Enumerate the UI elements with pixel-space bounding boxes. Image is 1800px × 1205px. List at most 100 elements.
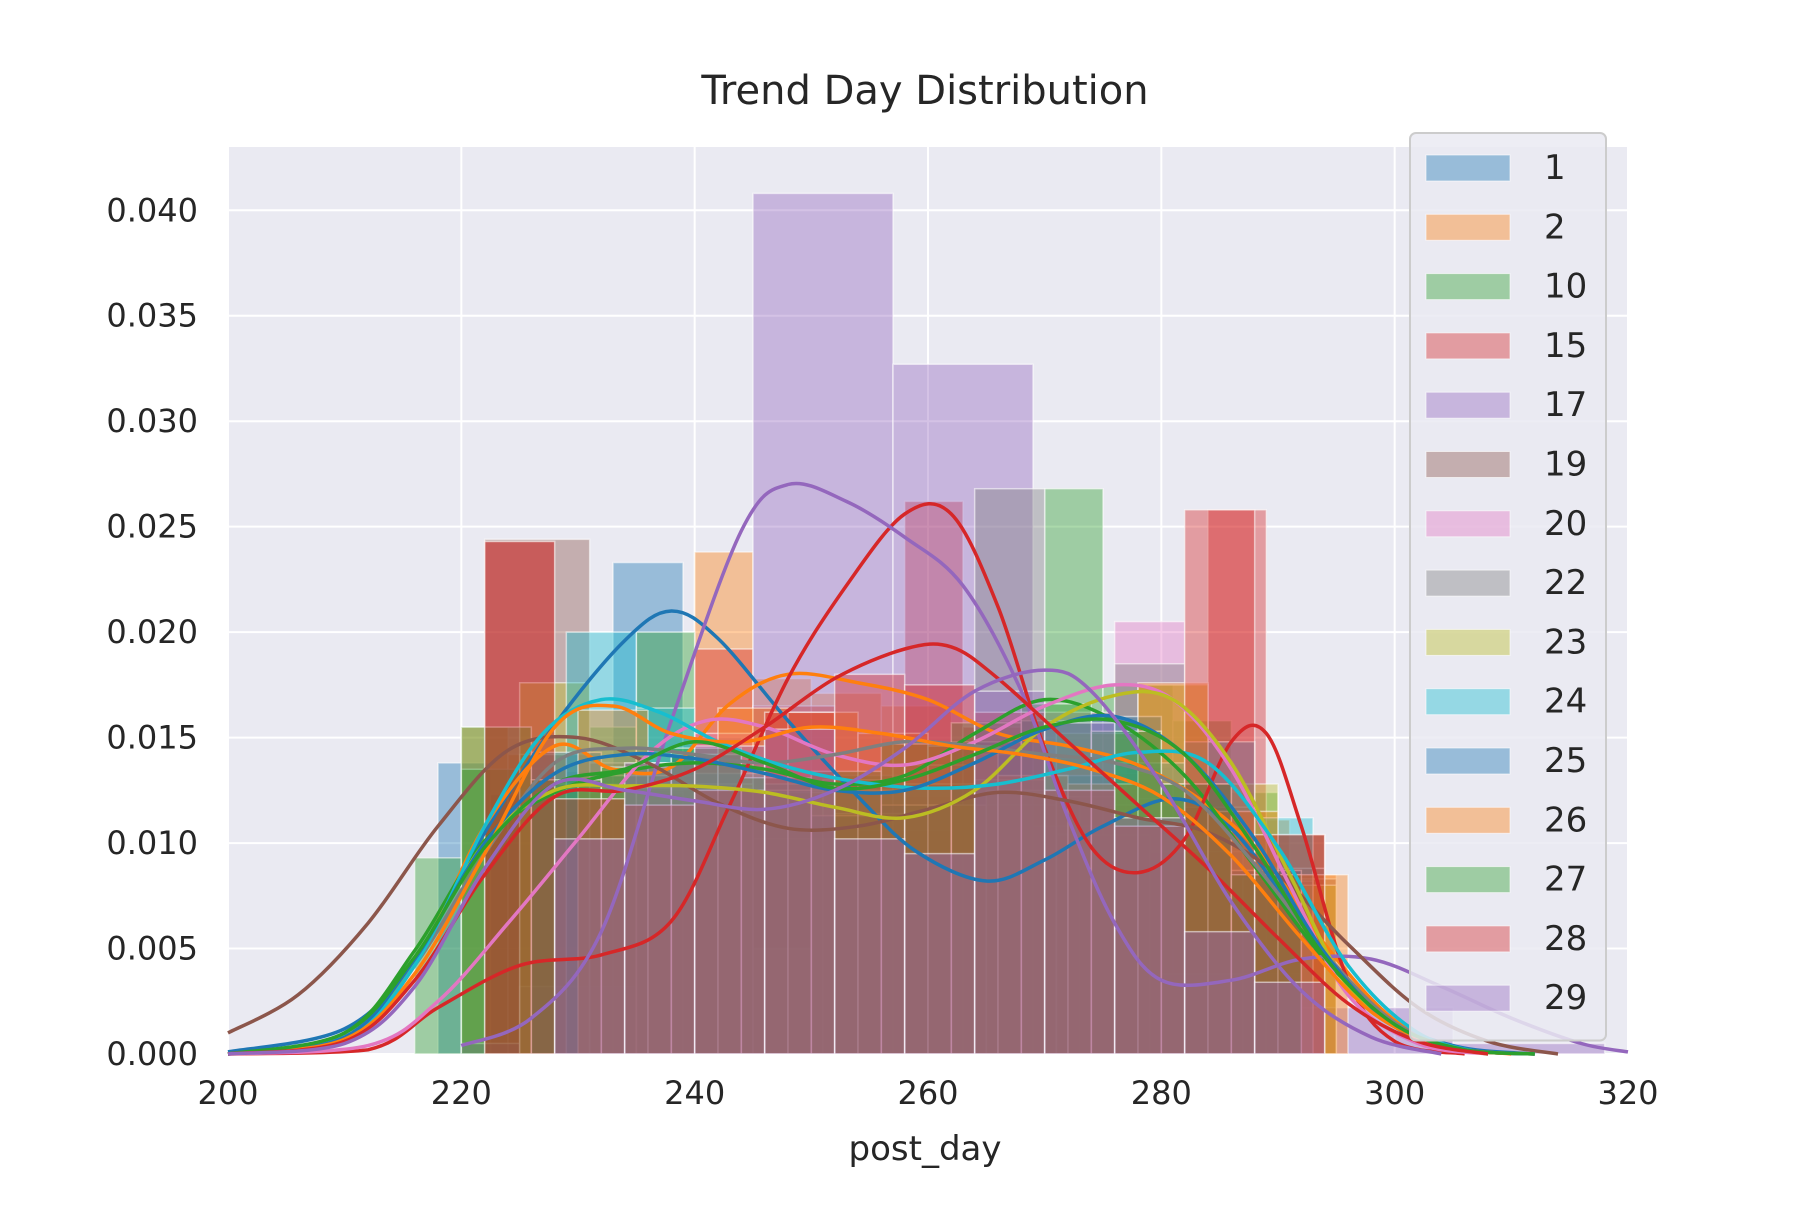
histogram-bar xyxy=(1043,774,1116,1055)
x-axis-label: post_day xyxy=(849,1129,1002,1169)
histogram-bar xyxy=(588,762,673,1055)
x-tick-label: 220 xyxy=(431,1074,492,1112)
histogram-bar xyxy=(903,783,976,1055)
legend-swatch xyxy=(1425,510,1511,538)
histogram-bar xyxy=(950,804,1058,1055)
histogram-bar xyxy=(880,804,953,1055)
histogram-bar xyxy=(1055,732,1139,1055)
legend-item: 1 xyxy=(1425,148,1566,188)
legend-item: 26 xyxy=(1425,800,1587,840)
hist-series-17 xyxy=(460,192,1606,1055)
legend-swatch xyxy=(1425,273,1511,301)
legend-label: 29 xyxy=(1544,978,1587,1018)
hist-series-27 xyxy=(460,703,1303,1055)
legend-label: 27 xyxy=(1544,860,1587,900)
legend-item: 25 xyxy=(1425,741,1587,781)
histogram-bar xyxy=(1113,817,1186,1055)
histogram-bar xyxy=(693,772,766,1055)
legend-item: 20 xyxy=(1425,504,1587,544)
y-tick-label: 0.025 xyxy=(106,508,198,546)
legend-item: 19 xyxy=(1425,445,1587,485)
legend-label: 17 xyxy=(1544,385,1587,425)
kde-line-19 xyxy=(227,734,1559,1056)
legend-item: 23 xyxy=(1425,622,1587,662)
legend-box xyxy=(1409,132,1607,1042)
legend-swatch xyxy=(1425,747,1511,775)
histogram-bar xyxy=(1008,840,1069,1055)
histogram-bar xyxy=(810,814,883,1055)
histogram-bar xyxy=(1043,789,1116,1055)
y-tick-label: 0.005 xyxy=(106,930,198,968)
legend-item: 15 xyxy=(1425,326,1587,366)
histogram-bar xyxy=(892,363,1034,1055)
histogram-bar xyxy=(810,770,883,1055)
kde-line-17 xyxy=(460,481,1629,1054)
histogram-bar xyxy=(553,838,626,1055)
legend-label: 15 xyxy=(1544,326,1587,366)
legend-item: 2 xyxy=(1425,207,1566,247)
histogram-bar xyxy=(565,783,626,1055)
x-tick-label: 260 xyxy=(897,1074,958,1112)
legend-label: 22 xyxy=(1544,563,1587,603)
legend-swatch xyxy=(1425,213,1511,241)
kde-line-15 xyxy=(227,502,1466,1056)
legend-swatch xyxy=(1425,688,1511,716)
legend: 1 2 10 15 17 19 20 22 23 24 25 26 27 28 29 xyxy=(1409,132,1607,1042)
histogram-bar xyxy=(1125,766,1186,1055)
histogram-bar xyxy=(623,804,696,1055)
legend-label: 23 xyxy=(1544,622,1587,662)
legend-label: 28 xyxy=(1544,919,1587,959)
legend-swatch xyxy=(1425,628,1511,656)
kde-curves xyxy=(227,481,1629,1056)
legend-item: 27 xyxy=(1425,860,1587,900)
kde-line-26 xyxy=(227,703,1512,1056)
axes: 200 220 240 260 280 300 3200.0000.0050.0100.01… xyxy=(106,191,1658,1112)
legend-label: 25 xyxy=(1544,741,1587,781)
kde-line-20 xyxy=(227,682,1489,1056)
legend-label: 10 xyxy=(1544,267,1587,307)
legend-swatch xyxy=(1425,806,1511,834)
histogram-bar xyxy=(693,648,754,1055)
kde-line-29 xyxy=(227,668,1442,1056)
histogram-bar xyxy=(752,791,836,1055)
histogram-bar xyxy=(530,751,603,1055)
y-tick-label: 0.030 xyxy=(106,402,198,440)
legend-label: 20 xyxy=(1544,504,1587,544)
hist-series-15 xyxy=(483,500,1326,1055)
histogram-bar xyxy=(833,838,906,1055)
histogram-bar xyxy=(973,779,1046,1055)
x-tick-label: 200 xyxy=(197,1074,258,1112)
legend-swatch xyxy=(1425,569,1511,597)
histogram-bar xyxy=(903,852,976,1055)
y-tick-label: 0.000 xyxy=(106,1035,198,1073)
x-tick-label: 280 xyxy=(1131,1074,1192,1112)
histogram-bar xyxy=(1183,930,1256,1055)
legend-swatch xyxy=(1425,984,1511,1012)
histogram-bar xyxy=(833,673,906,1055)
histogram-bar xyxy=(903,787,976,1055)
histogram-bar xyxy=(1183,831,1244,1055)
histogram-bar xyxy=(740,789,824,1055)
legend-item: 28 xyxy=(1425,919,1587,959)
legend-label: 2 xyxy=(1544,207,1566,247)
y-tick-label: 0.010 xyxy=(106,824,198,862)
chart-title: Trend Day Distribution xyxy=(700,68,1148,114)
histogram-bar xyxy=(693,789,766,1055)
legend-item: 22 xyxy=(1425,563,1587,603)
histogram-bar xyxy=(623,762,696,1055)
y-tick-label: 0.015 xyxy=(106,719,198,757)
y-tick-label: 0.035 xyxy=(106,297,198,335)
x-tick-label: 300 xyxy=(1364,1074,1425,1112)
histogram-bar xyxy=(1032,825,1163,1055)
legend-swatch xyxy=(1425,154,1511,182)
legend-label: 24 xyxy=(1544,682,1587,722)
histogram-bar xyxy=(588,787,673,1055)
histogram-bar xyxy=(1090,730,1163,1055)
legend-swatch xyxy=(1425,451,1511,478)
y-tick-label: 0.020 xyxy=(106,613,198,651)
x-tick-label: 320 xyxy=(1597,1074,1658,1112)
legend-swatch xyxy=(1425,866,1511,894)
legend-swatch xyxy=(1425,391,1511,419)
